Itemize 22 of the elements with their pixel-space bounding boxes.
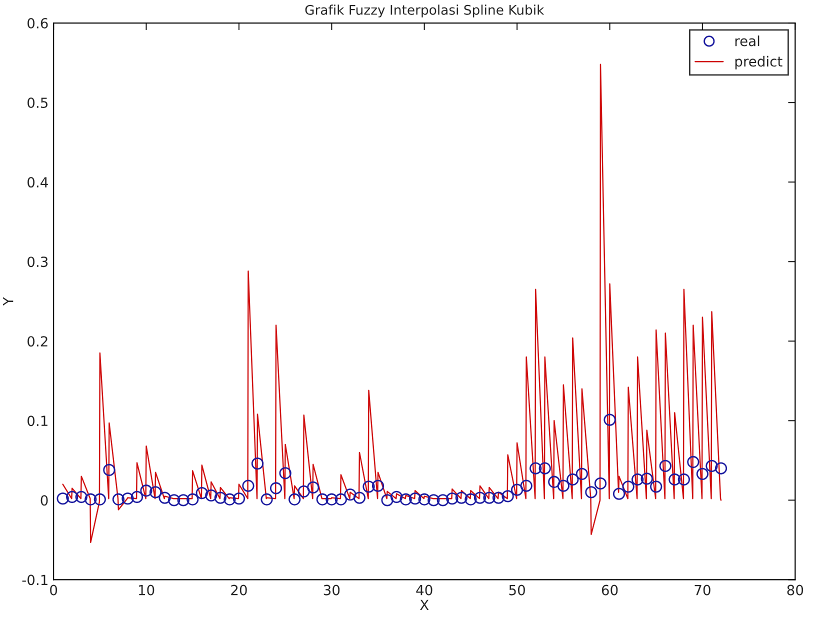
legend-label: real bbox=[735, 36, 760, 46]
y-tick-label: -0.1 bbox=[22, 574, 48, 586]
x-axis-title: X bbox=[420, 600, 429, 610]
y-tick-label: 0.2 bbox=[28, 336, 48, 347]
x-tick-label: 50 bbox=[509, 584, 525, 596]
y-axis-title: Y bbox=[3, 297, 14, 306]
x-tick-label: 60 bbox=[602, 584, 618, 596]
x-tick-label: 10 bbox=[138, 584, 154, 596]
y-tick-label: 0.6 bbox=[28, 18, 48, 28]
x-tick-label: 0 bbox=[50, 584, 58, 596]
x-tick-label: 70 bbox=[694, 584, 710, 596]
x-tick-label: 30 bbox=[324, 584, 340, 596]
y-tick-label: 0.3 bbox=[28, 256, 48, 268]
chart-title: Grafik Fuzzy Interpolasi Spline Kubik bbox=[305, 4, 544, 18]
y-tick-label: 0.1 bbox=[28, 416, 48, 426]
y-tick-label: 0.4 bbox=[28, 177, 48, 188]
x-tick-label: 20 bbox=[231, 584, 247, 596]
y-tick-label: 0 bbox=[40, 495, 48, 506]
legend-label: predict bbox=[735, 56, 782, 70]
y-tick-label: 0.5 bbox=[28, 98, 48, 108]
x-tick-label: 40 bbox=[416, 584, 432, 596]
x-tick-label: 80 bbox=[787, 584, 804, 596]
